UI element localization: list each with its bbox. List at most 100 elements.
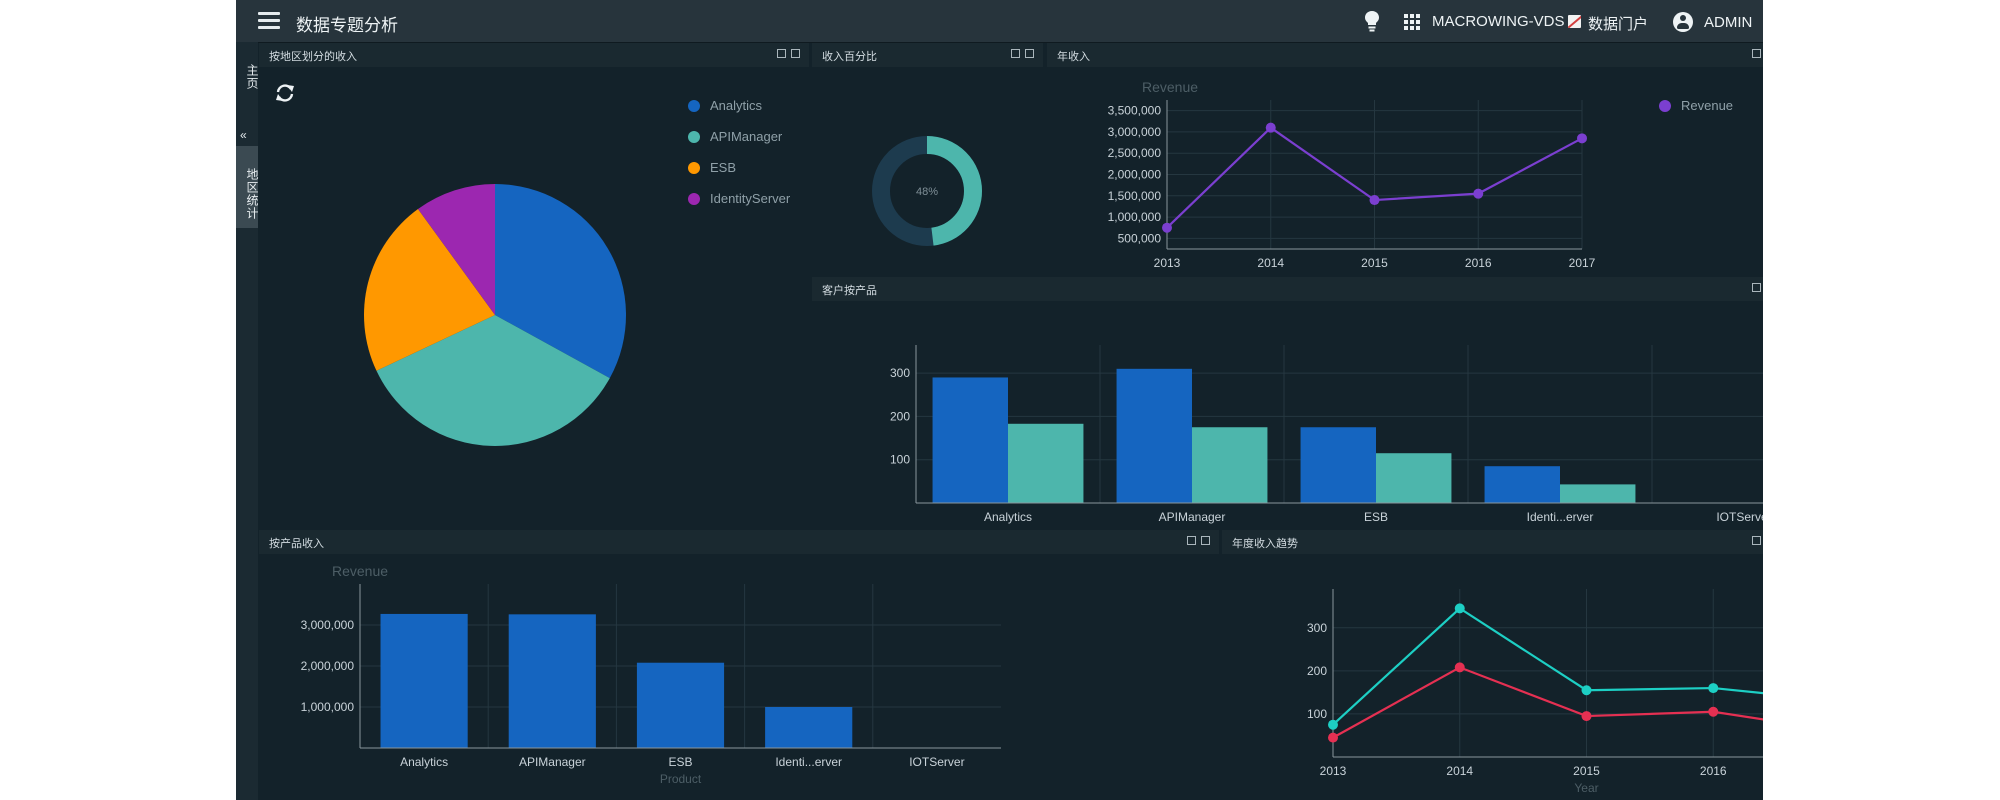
pie-slice-identityserver	[418, 184, 495, 315]
legend-label: IdentityServer	[710, 191, 791, 206]
data-point	[1328, 719, 1338, 730]
side-tab-home[interactable]: 主页	[245, 64, 259, 90]
data-point	[1454, 662, 1465, 673]
data-point	[1581, 711, 1592, 722]
data-point	[1162, 222, 1172, 233]
side-navigation: 主页 « 地区统计	[236, 42, 259, 800]
username[interactable]: ADMIN	[1704, 14, 1753, 31]
bar	[932, 377, 1008, 503]
bar	[1300, 427, 1376, 503]
legend-marker	[688, 193, 700, 205]
panel-title: 客户按产品	[822, 285, 877, 297]
data-point	[1708, 706, 1719, 717]
x-tick-label: 2013	[1154, 256, 1181, 270]
y-tick-label: 1,500,000	[1108, 189, 1162, 203]
bar	[1116, 368, 1192, 503]
x-tick-label: 2016	[1700, 764, 1727, 778]
series-line	[1332, 606, 1763, 726]
legend-label: Analytics	[710, 98, 763, 113]
legend-marker	[1659, 100, 1671, 112]
x-tick-label: ESB	[1364, 510, 1388, 524]
x-axis-label: Year	[1574, 781, 1598, 795]
lightbulb-icon[interactable]	[1364, 10, 1380, 32]
legend-marker	[688, 100, 700, 112]
export-icon[interactable]	[1187, 536, 1196, 545]
y-tick-label: 100	[890, 453, 910, 467]
panel-title: 年收入	[1057, 51, 1090, 63]
data-point	[1265, 122, 1276, 133]
x-tick-label: Analytics	[400, 755, 448, 769]
data-point	[1473, 188, 1484, 199]
x-tick-label: Analytics	[984, 510, 1032, 524]
export-icon[interactable]	[1011, 49, 1020, 58]
bar	[765, 707, 853, 748]
yearly-income-chart: 500,000 1,000,000 1,500,000 2,000,000 2,500,…	[1108, 79, 1733, 270]
panel-header: 年度收入趋势	[1222, 530, 1763, 554]
data-point	[1577, 133, 1587, 144]
bar	[1484, 466, 1560, 503]
legend-marker	[688, 131, 700, 143]
maximize-icon[interactable]	[1025, 49, 1034, 58]
bar	[380, 613, 468, 748]
collapse-chevron-icon[interactable]: «	[240, 128, 247, 142]
y-tick-label: 1,000,000	[1108, 210, 1162, 224]
legend-label: APIManager	[710, 129, 783, 144]
bar	[1560, 484, 1636, 503]
hamburger-menu-icon[interactable]	[258, 12, 280, 30]
refresh-icon[interactable]	[273, 81, 297, 105]
bar	[1376, 453, 1452, 503]
portal-icon[interactable]	[1568, 15, 1581, 28]
side-tab-region-stats[interactable]: 地区统计	[236, 146, 259, 228]
y-tick-label: 500,000	[1118, 231, 1162, 245]
bar	[1192, 427, 1268, 503]
export-icon[interactable]	[1752, 283, 1761, 292]
yearly-income-panel: 年收入 500,000 1,000,000 1,500,000 2,000,000 2,…	[1047, 43, 1763, 272]
y-tick-label: 2,500,000	[1108, 146, 1162, 160]
y-tick-label: 3,500,000	[1108, 104, 1162, 118]
data-point	[1369, 195, 1380, 206]
x-tick-label: 2013	[1320, 764, 1347, 778]
region-income-panel: 按地区划分的收入 Analytics APIManager ESB IdentityS…	[259, 43, 809, 524]
y-tick-label: 3,000,000	[1108, 125, 1162, 139]
legend-label: ESB	[710, 160, 736, 175]
bar	[636, 662, 725, 748]
panel-header: 按地区划分的收入	[259, 43, 809, 67]
x-tick-label: APIManager	[519, 755, 586, 769]
apps-grid-icon[interactable]	[1404, 14, 1420, 30]
x-tick-label: 2016	[1465, 256, 1492, 270]
x-tick-label: APIManager	[1159, 510, 1226, 524]
panel-title: 按地区划分的收入	[269, 51, 357, 63]
x-tick-label: 2017	[1569, 256, 1596, 270]
data-portal-link[interactable]: 数据门户	[1588, 16, 1649, 33]
export-icon[interactable]	[777, 49, 786, 58]
product-income-panel: 按产品收入 1,000,000 2,000,000 3,000,000 Analyti…	[259, 530, 1219, 800]
x-tick-label: Identi...erver	[775, 755, 842, 769]
income-donut-chart: 48%	[872, 136, 982, 246]
region-pie-chart: Analytics APIManager ESB IdentityServer	[364, 98, 791, 446]
income-percentage-panel: 收入百分比 48%	[812, 43, 1043, 272]
x-axis-label: Product	[660, 772, 702, 786]
yearly-trend-panel: 年度收入趋势 10020030020132014201520162017Year…	[1222, 530, 1763, 800]
donut-value-arc	[872, 136, 982, 246]
x-tick-label: 2014	[1257, 256, 1284, 270]
export-icon[interactable]	[1752, 49, 1761, 58]
x-tick-label: Identi...erver	[1527, 510, 1594, 524]
panel-title: 按产品收入	[269, 538, 324, 550]
data-point	[1708, 683, 1719, 694]
x-tick-label: 2015	[1361, 256, 1388, 270]
donut-center-label: 48%	[916, 186, 938, 198]
y-tick-label: 100	[1307, 707, 1327, 721]
data-point	[1581, 685, 1592, 696]
chart-title: Revenue	[332, 563, 388, 579]
x-tick-label: IOTServer	[909, 755, 964, 769]
export-icon[interactable]	[1752, 536, 1761, 545]
product-income-chart: 1,000,000 2,000,000 3,000,000 Analytics APIM…	[301, 563, 1001, 786]
customers-by-product-chart: 100 200 300 Analytics APIManager ESB Identi...…	[890, 345, 1763, 524]
pie-slice-analytics	[495, 184, 626, 379]
y-tick-label: 1,000,000	[301, 700, 355, 714]
maximize-icon[interactable]	[1201, 536, 1210, 545]
panel-header: 收入百分比	[812, 43, 1043, 67]
user-avatar-icon[interactable]	[1673, 12, 1693, 32]
maximize-icon[interactable]	[791, 49, 800, 58]
tenant-name[interactable]: MACROWING-VDS	[1432, 13, 1565, 30]
